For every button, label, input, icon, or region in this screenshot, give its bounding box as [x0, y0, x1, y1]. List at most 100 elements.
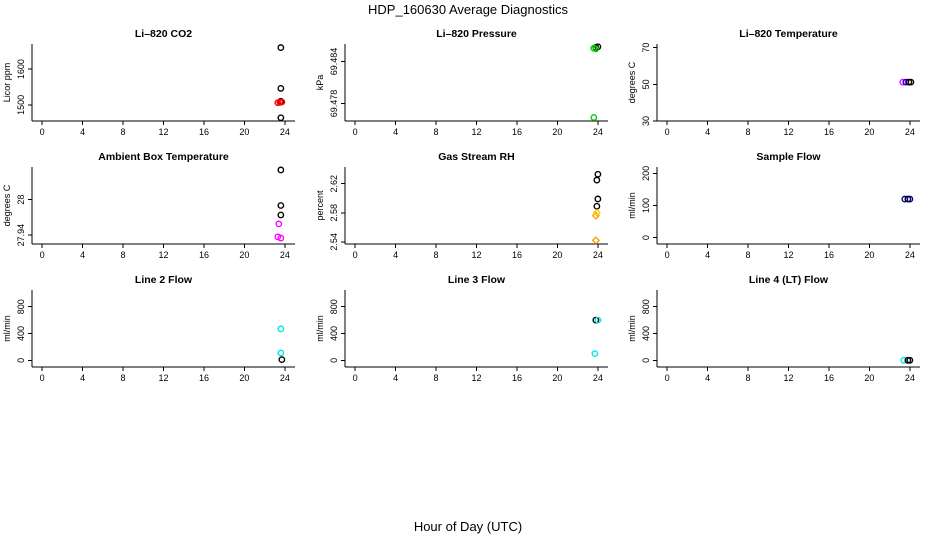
panel-title: Li–820 Pressure: [436, 28, 517, 40]
x-tick-label: 0: [353, 373, 358, 383]
x-tick-label: 24: [593, 373, 603, 383]
panel-6: Sample Flow ml/min 0 4 8 12 16 20 24 0 100 200: [627, 151, 920, 260]
data-point: [275, 220, 283, 228]
x-tick-label: 20: [239, 127, 249, 137]
x-tick-label: 16: [512, 127, 522, 137]
x-tick-label: 20: [239, 250, 249, 260]
panel-8: Line 3 Flow ml/min 0 4 8 12 16 20 24 0 400 800: [315, 274, 608, 383]
figure-title: HDP_160630 Average Diagnostics: [368, 2, 568, 17]
x-tick-label: 16: [512, 373, 522, 383]
y-tick-label: 800: [16, 299, 26, 314]
x-tick-label: 24: [280, 127, 290, 137]
x-tick-label: 16: [824, 373, 834, 383]
x-tick-label: 24: [280, 373, 290, 383]
data-point: [277, 85, 285, 92]
y-tick-label: 800: [329, 299, 339, 314]
y-tick-label: 0: [16, 358, 26, 363]
data-point: [907, 78, 915, 86]
x-tick-label: 4: [393, 127, 398, 137]
data-point: [594, 170, 602, 178]
y-axis-label: ml/min: [627, 315, 637, 342]
panel-title: Li–820 CO2: [135, 28, 192, 40]
data-point: [277, 114, 285, 122]
y-axis-label: degrees C: [2, 184, 12, 226]
panel-4: Ambient Box Temperature degrees C 0 4 8 12 16 2…: [2, 151, 295, 260]
data-point: [906, 195, 914, 203]
data-point: [593, 202, 601, 210]
x-tick-label: 8: [746, 250, 751, 260]
x-tick-label: 24: [593, 250, 603, 260]
x-tick-label: 8: [121, 250, 126, 260]
x-tick-label: 8: [121, 373, 126, 383]
y-axis-label: kPa: [315, 75, 325, 91]
panel-title: Line 2 Flow: [135, 274, 193, 286]
panel-7: Line 2 Flow ml/min 0 4 8 12 16 20 24 0 400 800: [2, 274, 295, 383]
panel-1: Li–820 CO2 Licor ppm 0 4 8 12 16 20 24 1500 1600: [2, 28, 295, 137]
y-tick-label: 2.58: [329, 204, 339, 222]
x-tick-label: 20: [864, 127, 874, 137]
y-tick-label: 28: [16, 195, 26, 205]
y-tick-label: 0: [641, 358, 651, 363]
x-tick-label: 12: [158, 373, 168, 383]
x-tick-label: 8: [121, 127, 126, 137]
data-point: [594, 316, 602, 324]
x-tick-label: 8: [746, 373, 751, 383]
data-point: [592, 45, 600, 53]
x-tick-label: 4: [80, 373, 85, 383]
data-point: [277, 349, 285, 357]
data-point: [277, 166, 285, 174]
y-tick-label: 69.478: [329, 90, 339, 118]
y-axis-label: Licor ppm: [2, 63, 12, 103]
x-tick-label: 4: [393, 373, 398, 383]
x-tick-label: 16: [199, 127, 209, 137]
x-tick-label: 8: [434, 127, 439, 137]
panel-title: Line 3 Flow: [448, 274, 506, 286]
x-tick-label: 12: [471, 250, 481, 260]
x-tick-label: 4: [80, 127, 85, 137]
data-point: [278, 356, 286, 364]
x-tick-label: 0: [353, 127, 358, 137]
data-point: [277, 234, 285, 242]
data-point: [590, 114, 598, 121]
y-tick-label: 200: [641, 166, 651, 181]
x-tick-label: 16: [199, 250, 209, 260]
data-point: [591, 350, 599, 358]
x-tick-label: 0: [665, 373, 670, 383]
x-tick-label: 8: [434, 250, 439, 260]
x-tick-label: 12: [783, 373, 793, 383]
panel-title: Li–820 Temperature: [739, 28, 838, 40]
data-point: [277, 202, 285, 209]
x-tick-label: 0: [353, 250, 358, 260]
x-tick-label: 12: [158, 250, 168, 260]
x-tick-label: 16: [512, 250, 522, 260]
y-tick-label: 800: [641, 299, 651, 314]
y-axis-label: percent: [315, 190, 325, 221]
x-tick-label: 20: [552, 127, 562, 137]
x-tick-label: 12: [158, 127, 168, 137]
x-tick-label: 16: [824, 127, 834, 137]
y-tick-label: 69.484: [329, 48, 339, 76]
y-tick-label: 0: [641, 235, 651, 240]
x-tick-label: 4: [705, 127, 710, 137]
x-tick-label: 8: [434, 373, 439, 383]
x-tick-label: 0: [40, 250, 45, 260]
y-tick-label: 2.54: [329, 233, 339, 251]
y-tick-label: 70: [641, 43, 651, 53]
x-tick-label: 4: [393, 250, 398, 260]
x-tick-label: 24: [905, 127, 915, 137]
y-tick-label: 1600: [16, 59, 26, 79]
data-point: [592, 208, 601, 217]
x-tick-label: 16: [199, 373, 209, 383]
y-tick-label: 0: [329, 358, 339, 363]
x-tick-label: 16: [824, 250, 834, 260]
panel-9: Line 4 (LT) Flow ml/min 0 4 8 12 16 20 24 0 400 800: [627, 274, 920, 383]
x-tick-label: 20: [239, 373, 249, 383]
panel-title: Sample Flow: [756, 151, 821, 163]
y-axis-label: degrees C: [627, 61, 637, 103]
y-tick-label: 1500: [16, 95, 26, 115]
x-tick-label: 4: [705, 373, 710, 383]
x-tick-label: 20: [864, 373, 874, 383]
x-tick-label: 0: [665, 250, 670, 260]
y-tick-label: 50: [641, 79, 651, 89]
